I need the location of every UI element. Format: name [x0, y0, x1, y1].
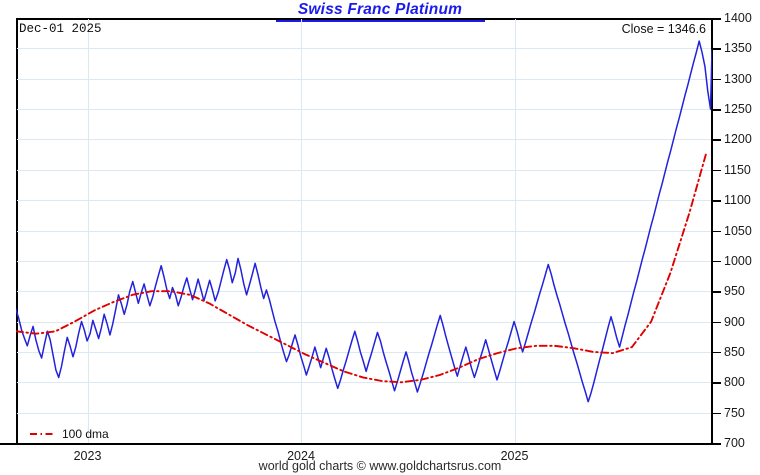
y-axis-tick	[712, 260, 721, 263]
gridline-horizontal	[17, 260, 711, 262]
date-label: Dec-01 2025	[19, 22, 102, 36]
legend: 100 dma	[30, 427, 109, 441]
y-axis-tick	[712, 230, 721, 232]
y-axis-tick-label: 1150	[724, 162, 751, 177]
gridline-vertical	[514, 19, 516, 443]
y-axis-tick-label: 900	[724, 314, 745, 329]
gridline-horizontal	[17, 109, 711, 111]
y-axis-tick	[712, 78, 721, 81]
y-axis-tick-label: 700	[724, 436, 745, 450]
y-axis-tick	[712, 291, 721, 293]
y-axis-tick-label: 800	[724, 375, 745, 390]
y-axis-tick	[712, 382, 721, 384]
y-axis-tick-label: 1000	[724, 253, 752, 268]
x-axis-tick-label: 2023	[73, 449, 102, 463]
y-axis-tick-label: 1050	[724, 223, 752, 238]
gridline-vertical	[87, 19, 89, 443]
y-axis-tick-label: 1300	[724, 71, 752, 86]
x-axis-tick-label: 2024	[287, 449, 315, 463]
gridline-horizontal	[17, 321, 711, 323]
series-line-100-dma	[16, 150, 708, 384]
y-axis-tick	[712, 412, 721, 415]
y-axis-tick	[712, 321, 721, 324]
y-axis-tick	[712, 48, 721, 50]
gridline-horizontal	[17, 169, 711, 171]
gridline-horizontal	[17, 382, 711, 384]
close-label: Close = 1346.6	[621, 22, 706, 36]
y-axis-tick	[712, 109, 721, 111]
gridline-horizontal	[17, 48, 711, 50]
gridline-horizontal	[17, 351, 711, 353]
plot-area	[16, 40, 712, 403]
footer-credit: world gold charts © www.goldchartsrus.co…	[258, 459, 502, 473]
plot-frame-bottom	[0, 443, 713, 445]
gridline-horizontal	[17, 200, 711, 202]
y-axis-tick-label: 1250	[724, 102, 752, 117]
y-axis-tick-label: 850	[724, 344, 745, 359]
series-line-swiss-franc-platinum	[16, 40, 712, 403]
y-axis-tick-label: 1400	[724, 11, 752, 25]
gridline-horizontal	[17, 291, 711, 293]
y-axis-tick-label: 1350	[724, 41, 752, 56]
legend-label-100dma: 100 dma	[62, 427, 109, 441]
x-axis-tick-label: 2025	[500, 449, 529, 463]
gridline-horizontal	[17, 412, 711, 414]
y-axis-tick	[712, 169, 721, 172]
y-axis-tick	[712, 18, 721, 20]
y-axis-tick	[712, 443, 721, 445]
gridline-vertical	[301, 19, 303, 443]
page-title: Swiss Franc Platinum	[297, 1, 463, 18]
y-axis-tick-label: 1200	[724, 132, 752, 147]
legend-swatch-100dma	[30, 433, 56, 435]
y-axis-tick-label: 950	[724, 284, 745, 299]
plot-frame-top	[16, 18, 713, 20]
y-axis-tick	[712, 200, 721, 202]
gridline-horizontal	[17, 139, 711, 141]
gridline-horizontal	[17, 230, 711, 232]
y-axis-tick-label: 750	[724, 405, 745, 420]
gridline-horizontal	[17, 78, 711, 80]
y-axis-tick	[712, 351, 721, 354]
y-axis-tick	[712, 139, 721, 141]
y-axis-tick-label: 1100	[724, 193, 751, 208]
title-underline	[276, 20, 485, 22]
